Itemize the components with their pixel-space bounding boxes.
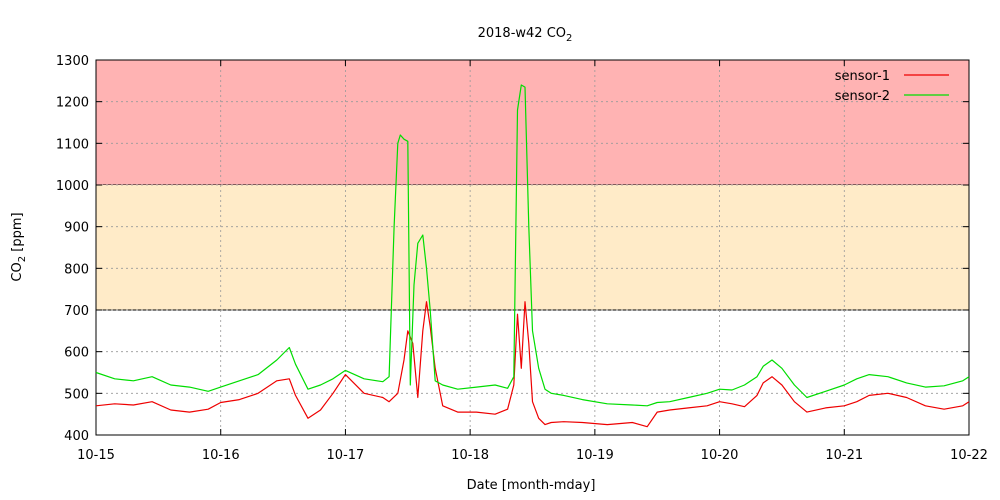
y-tick-label: 400	[64, 429, 89, 444]
y-tick-label: 1100	[56, 137, 89, 152]
plot-frame	[95, 59, 970, 436]
x-tick-label: 10-18	[451, 448, 489, 463]
threshold-band-0	[96, 60, 969, 185]
legend-label-sensor-2: sensor-2	[835, 89, 890, 104]
legend-label-sensor-1: sensor-1	[835, 69, 890, 84]
y-tick-label: 1000	[56, 179, 89, 194]
axis-ticks: 400 500 600 700 800 900 1000 1100 1200 1300 10-15 1…	[56, 54, 988, 463]
x-tick-label: 10-20	[701, 448, 739, 463]
y-tick-label: 600	[64, 346, 89, 361]
series-lines	[95, 84, 970, 428]
y-tick-label: 900	[64, 221, 89, 236]
y-axis-title: CO2 [ppm]	[10, 212, 28, 281]
series-line-sensor-1	[95, 301, 970, 428]
x-tick-label: 10-17	[327, 448, 365, 463]
x-tick-label: 10-16	[202, 448, 240, 463]
y-tick-label: 500	[64, 387, 89, 402]
y-tick-label: 1300	[56, 54, 89, 69]
y-tick-label: 700	[64, 304, 89, 319]
x-tick-label: 10-15	[77, 448, 115, 463]
threshold-bands	[96, 60, 969, 311]
chart-title: 2018-w42 CO2	[478, 26, 573, 44]
series-line-sensor-2	[95, 84, 970, 407]
x-axis-title: Date [month-mday]	[467, 478, 596, 493]
y-tick-label: 1200	[56, 96, 89, 111]
x-tick-label: 10-19	[576, 448, 614, 463]
x-tick-label: 10-21	[825, 448, 863, 463]
threshold-band-1	[96, 185, 969, 310]
y-tick-label: 800	[64, 262, 89, 277]
x-tick-label: 10-22	[950, 448, 988, 463]
legend: sensor-1 sensor-2	[835, 69, 949, 104]
